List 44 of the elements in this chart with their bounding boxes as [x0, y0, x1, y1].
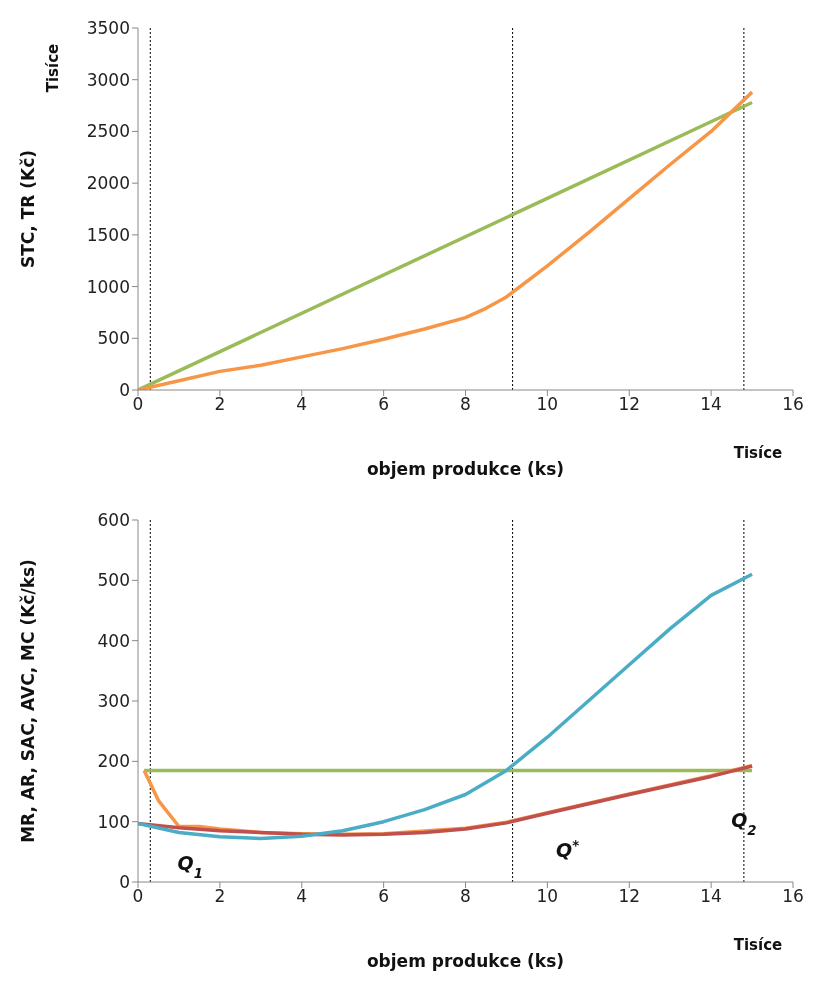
annotation: Q$^{*}$ [556, 837, 580, 861]
x-tick-label: 4 [296, 886, 308, 907]
x-tick-label: 10 [536, 886, 559, 907]
line-series [138, 572, 754, 841]
x-axis-title: objem produkce (ks) [366, 951, 565, 971]
y-tick-label: 100 [97, 811, 130, 832]
x-tick-label: 16 [782, 394, 804, 415]
y-tick-label: 1000 [86, 276, 130, 297]
y-tick-label: 0 [119, 872, 130, 893]
y-tick-label: 600 [97, 510, 130, 531]
y-tick-label: 1500 [86, 224, 130, 245]
y-tick-label: 3500 [86, 18, 130, 39]
x-tick-label: 2 [214, 886, 226, 907]
x-tick-label: 8 [460, 886, 471, 907]
text: Tisíce [733, 936, 783, 954]
x-tick-label: 12 [618, 886, 641, 907]
x-axis-title: objem produkce (ks) [366, 459, 565, 479]
y-tick-label: 2500 [86, 121, 130, 142]
x-tick-label: 0 [132, 394, 144, 415]
x-tick-label: 6 [378, 394, 390, 415]
x-tick-label: 14 [700, 886, 722, 907]
y-tick-label: 500 [97, 328, 130, 349]
text: Tisíce [733, 444, 783, 462]
y-tick-label: 500 [97, 570, 130, 591]
y-tick-label: 2000 [86, 173, 130, 194]
x-tick-label: 8 [460, 394, 471, 415]
y-tick-label: 400 [97, 630, 130, 651]
x-tick-label: 16 [782, 886, 804, 907]
y-tick-label: 300 [97, 691, 130, 712]
x-tick-label: 10 [536, 394, 559, 415]
x-tick-label: 4 [296, 394, 308, 415]
annotation: Q$_{2}$ [731, 809, 757, 838]
x-tick-label: 6 [378, 886, 390, 907]
y-axis-title: STC, TR (Kč) [18, 149, 39, 269]
text: Tisíce [44, 43, 62, 93]
y-tick-label: 3000 [86, 69, 130, 90]
x-tick-label: 14 [700, 394, 722, 415]
x-tick-label: 0 [132, 886, 144, 907]
x-tick-label: 2 [214, 394, 226, 415]
y-axis-title: MR, AR, SAC, AVC, MC (Kč/ks) [18, 559, 39, 843]
annotation: Q$_{1}$ [177, 852, 203, 881]
y-tick-label: 0 [119, 380, 130, 401]
x-tick-label: 12 [618, 394, 641, 415]
y-tick-label: 200 [97, 751, 130, 772]
